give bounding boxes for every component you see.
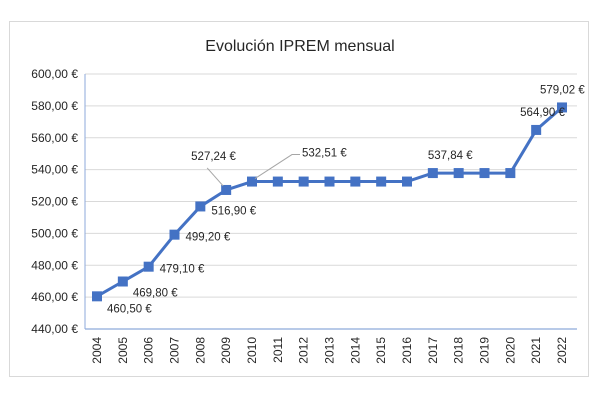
data-point-marker (531, 124, 542, 135)
data-point-marker (272, 176, 283, 187)
x-tick-label: 2006 (142, 337, 156, 364)
data-label: 479,10 € (160, 264, 205, 276)
data-point-marker (169, 229, 180, 240)
y-tick-label: 540,00 € (31, 163, 78, 177)
y-tick-label: 500,00 € (31, 226, 78, 240)
x-tick-label: 2019 (478, 337, 492, 364)
x-tick-label: 2010 (245, 337, 259, 364)
data-label: 537,84 € (428, 150, 473, 162)
data-point-marker (479, 168, 490, 179)
data-point-marker (92, 291, 102, 302)
x-tick-label: 2021 (529, 337, 543, 364)
data-label: 532,51 € (302, 148, 347, 160)
data-point-marker (402, 176, 412, 187)
data-point-marker (324, 176, 335, 187)
leader-line (206, 167, 224, 187)
y-tick-label: 480,00 € (31, 258, 78, 272)
data-label: 564,90 € (520, 107, 565, 119)
data-label: 527,24 € (191, 151, 236, 163)
data-point-marker (557, 102, 567, 113)
data-point-marker (453, 168, 464, 179)
y-tick-label: 600,00 € (31, 67, 78, 81)
data-label: 579,02 € (540, 84, 585, 96)
data-point-marker (350, 176, 361, 187)
x-tick-label: 2022 (555, 337, 569, 364)
x-tick-label: 2020 (503, 337, 517, 364)
chart-title: Evolución IPREM mensual (205, 38, 394, 55)
x-tick-label: 2013 (323, 337, 337, 364)
data-point-marker (195, 201, 206, 212)
data-point-marker (298, 176, 309, 187)
y-tick-label: 520,00 € (31, 195, 78, 209)
chart-frame (9, 21, 589, 377)
x-tick-label: 2017 (426, 337, 440, 364)
data-label: 460,50 € (107, 303, 152, 315)
y-tick-label: 580,00 € (31, 99, 78, 113)
x-tick-label: 2011 (271, 337, 285, 363)
x-tick-label: 2008 (193, 337, 207, 364)
data-label: 499,20 € (186, 232, 231, 244)
data-label: 469,80 € (133, 288, 178, 300)
data-point-marker (376, 176, 387, 187)
x-tick-label: 2018 (452, 337, 466, 364)
y-tick-label: 460,00 € (31, 290, 78, 304)
x-tick-label: 2012 (297, 337, 311, 364)
x-tick-label: 2014 (348, 337, 362, 364)
data-point-marker (505, 168, 516, 179)
y-tick-label: 560,00 € (31, 131, 78, 145)
data-point-marker (117, 276, 128, 287)
leader-line (254, 154, 300, 179)
x-tick-label: 2004 (90, 337, 104, 364)
data-point-marker (221, 184, 232, 195)
data-label: 516,90 € (211, 205, 256, 217)
x-tick-label: 2005 (116, 337, 130, 364)
x-tick-label: 2009 (219, 337, 233, 364)
x-tick-label: 2015 (374, 337, 388, 364)
data-point-marker (143, 261, 154, 272)
data-point-marker (247, 176, 257, 187)
x-tick-label: 2007 (168, 337, 182, 364)
x-tick-label: 2016 (400, 337, 414, 364)
y-tick-label: 440,00 € (31, 322, 78, 336)
data-point-marker (427, 168, 438, 179)
